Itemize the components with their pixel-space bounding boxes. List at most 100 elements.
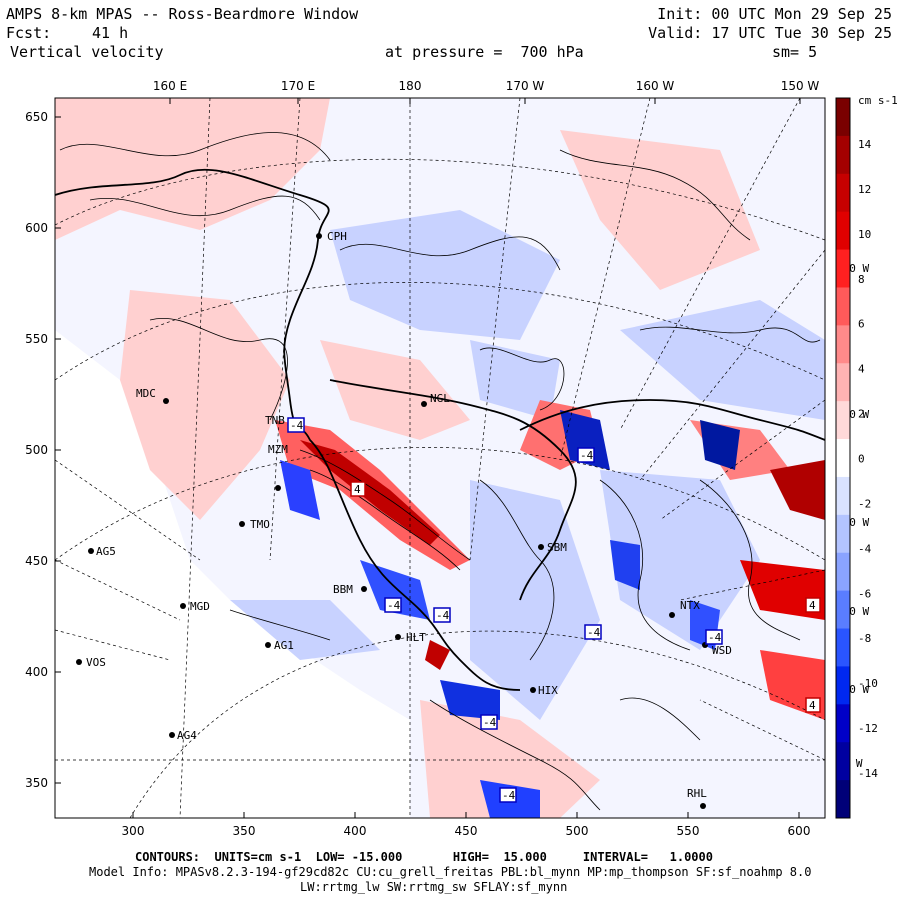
marker-6: -4 — [708, 631, 722, 644]
top-label-160e: 160 E — [153, 79, 187, 93]
extrema-markers: -4 4 -4 -4 -4 -4 -4 4 -4 4 -4 — [287, 417, 821, 803]
left-label-550: 550 — [25, 332, 48, 346]
forecast-label: Fcst: — [6, 24, 52, 42]
bottom-label-600: 600 — [788, 824, 811, 838]
colorbar-swatch — [836, 439, 850, 478]
colorbar-swatch — [836, 325, 850, 364]
left-label-400: 400 — [25, 665, 48, 679]
colorbar-label: -12 — [858, 722, 878, 735]
colorbar-frame — [835, 97, 851, 819]
colorbar-swatch — [836, 590, 850, 630]
station-mdc: MDC — [136, 387, 156, 400]
colorbar-label: 10 — [858, 228, 871, 241]
marker-5: -4 — [587, 626, 601, 639]
station-mzm: MZM — [268, 443, 288, 456]
colorbar-label: -10 — [858, 677, 878, 690]
colorbar-swatch — [836, 173, 850, 213]
top-label-150w: 150 W — [781, 79, 820, 93]
model-info: Model Info: MPASv8.2.3-194-gf29cd82c CU:… — [89, 865, 812, 879]
top-axis — [169, 98, 801, 104]
colorbar-swatch — [836, 98, 850, 137]
field-name: Vertical velocity — [10, 43, 164, 61]
init-time: Init: 00 UTC Mon 29 Sep 25 — [657, 5, 892, 23]
colorbar-swatch — [836, 514, 850, 554]
coastline — [55, 168, 825, 691]
station-hlt: HLT — [406, 631, 426, 644]
colorbar-label: -14 — [858, 767, 878, 780]
marker-4: -4 — [580, 449, 594, 462]
bottom-label-300: 300 — [122, 824, 145, 838]
colorbar-label: -6 — [858, 587, 871, 600]
colorbar-label: 6 — [858, 318, 865, 331]
marker-9: -4 — [502, 789, 516, 802]
forecast-hours: 41 h — [92, 24, 129, 42]
station-dots — [76, 233, 708, 809]
top-label-170e: 170 E — [281, 79, 315, 93]
station-ag4: AG4 — [177, 729, 197, 742]
pressure-level: at pressure = 700 hPa — [385, 43, 584, 61]
left-label-350: 350 — [25, 776, 48, 790]
left-axis — [55, 116, 61, 784]
marker-3: -4 — [387, 599, 401, 612]
colorbar-swatch — [836, 666, 850, 705]
no-data-region — [55, 330, 410, 818]
bottom-label-350: 350 — [233, 824, 256, 838]
station-vos: VOS — [86, 656, 106, 669]
colorbar-swatch — [836, 287, 850, 326]
colorbar — [836, 98, 850, 819]
colorbar-swatch — [836, 780, 850, 819]
colorbar-swatch — [836, 135, 850, 175]
colorbar-label: 14 — [858, 138, 872, 151]
colorbar-swatch — [836, 628, 850, 667]
left-label-450: 450 — [25, 554, 48, 568]
bottom-label-400: 400 — [344, 824, 367, 838]
marker-10: 4 — [809, 599, 816, 612]
lat-lon-grid — [55, 98, 825, 818]
top-label-180: 180 — [399, 79, 422, 93]
left-label-600: 600 — [25, 221, 48, 235]
colorbar-label: 2 — [858, 408, 865, 421]
colorbar-label: -8 — [858, 632, 871, 645]
station-sbm: SBM — [547, 541, 567, 554]
station-rhl: RHL — [687, 787, 707, 800]
bottom-axis — [132, 812, 800, 818]
station-tmo: TMO — [250, 518, 270, 531]
marker-1: -4 — [290, 419, 304, 432]
colorbar-swatch — [836, 742, 850, 781]
marker-2: 4 — [354, 483, 361, 496]
map-title: AMPS 8-km MPAS -- Ross-Beardmore Window — [6, 5, 359, 23]
station-tnb: TNB — [265, 414, 285, 427]
colorbar-swatch — [836, 249, 850, 288]
bottom-label-450: 450 — [455, 824, 478, 838]
top-label-160w: 160 W — [636, 79, 675, 93]
colorbar-label: 0 — [858, 453, 865, 466]
bottom-label-500: 500 — [566, 824, 589, 838]
colorbar-swatch — [836, 552, 850, 592]
left-label-650: 650 — [25, 110, 48, 124]
station-hix: HIX — [538, 684, 558, 697]
station-ntx: NTX — [680, 599, 700, 612]
colorbar-swatch — [836, 704, 850, 743]
colorbar-units: cm s-1 — [858, 94, 898, 107]
colorbar-swatch — [836, 476, 850, 516]
station-mgd: MGD — [190, 600, 210, 613]
colorbar-label: 12 — [858, 183, 871, 196]
colorbar-label: -2 — [858, 497, 871, 510]
colorbar-swatch — [836, 363, 850, 402]
downward-motion-areas — [230, 210, 825, 720]
top-label-170w: 170 W — [506, 79, 545, 93]
station-cph: CPH — [327, 230, 347, 243]
left-label-500: 500 — [25, 443, 48, 457]
colorbar-label: -4 — [858, 542, 872, 555]
station-wsd: WSD — [712, 644, 732, 657]
strong-descent-cells — [280, 410, 740, 818]
colorbar-swatch — [836, 401, 850, 440]
marker-7: -4 — [483, 716, 497, 729]
contour-info: CONTOURS: UNITS=cm s-1 LOW= -15.000 HIGH… — [135, 850, 713, 864]
smoothing-label: sm= 5 — [772, 43, 818, 61]
marker-8: 4 — [809, 699, 816, 712]
map-frame — [54, 97, 826, 819]
station-bbm: BBM — [333, 583, 353, 596]
colorbar-label: 4 — [858, 363, 865, 376]
